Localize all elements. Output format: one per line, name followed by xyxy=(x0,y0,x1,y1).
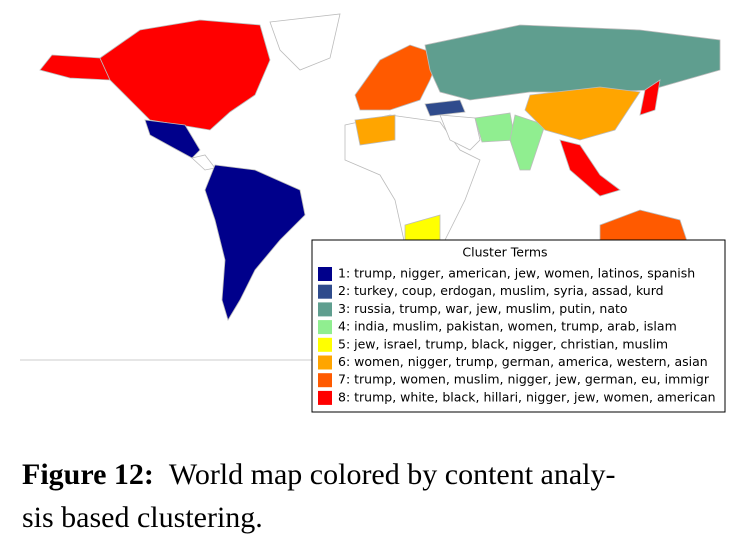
caption-label: Figure 12: xyxy=(22,458,154,491)
legend-label: 4: india, muslim, pakistan, women, trump… xyxy=(338,319,677,334)
central-america xyxy=(191,154,216,171)
legend: Cluster Terms 1: trump, nigger, american… xyxy=(311,239,726,413)
legend-label: 8: trump, white, black, hillari, nigger,… xyxy=(338,389,716,404)
legend-label: 1: trump, nigger, american, jew, women, … xyxy=(338,266,695,281)
caption: Figure 12: World map colored by content … xyxy=(22,458,616,534)
legend-label: 3: russia, trump, war, jew, muslim, puti… xyxy=(338,301,628,316)
legend-swatch xyxy=(318,355,332,370)
southeast-asia xyxy=(559,139,621,197)
iran-pakistan xyxy=(474,112,516,143)
legend-swatch xyxy=(318,284,332,299)
north-africa xyxy=(354,114,396,146)
legend-swatch xyxy=(318,302,332,317)
legend-label: 2: turkey, coup, erdogan, muslim, syria,… xyxy=(338,283,664,298)
legend-swatch xyxy=(318,267,332,281)
japan xyxy=(639,79,661,116)
legend-label: 7: trump, women, muslim, nigger, jew, ge… xyxy=(338,372,710,387)
legend-title: Cluster Terms xyxy=(462,245,547,260)
russia xyxy=(424,24,721,101)
south-america xyxy=(204,164,306,321)
legend-label: 6: women, nigger, trump, german, america… xyxy=(338,354,708,369)
caption-line: Figure 12: World map colored by content … xyxy=(22,458,616,491)
caption-line: sis based clustering. xyxy=(22,501,263,534)
legend-swatch xyxy=(318,337,332,352)
north-america xyxy=(99,19,271,131)
legend-swatch xyxy=(318,373,332,388)
legend-label: 5: jew, israel, trump, black, nigger, ch… xyxy=(338,336,668,351)
europe xyxy=(354,44,441,111)
middle-east xyxy=(439,114,481,151)
legend-swatch xyxy=(318,390,332,405)
greenland xyxy=(269,13,341,71)
caption-text: World map colored by content analy- xyxy=(169,458,616,491)
china xyxy=(524,86,641,141)
alaska xyxy=(39,54,111,81)
legend-swatch xyxy=(318,320,332,335)
legend-box xyxy=(311,239,726,413)
turkey xyxy=(424,99,466,117)
